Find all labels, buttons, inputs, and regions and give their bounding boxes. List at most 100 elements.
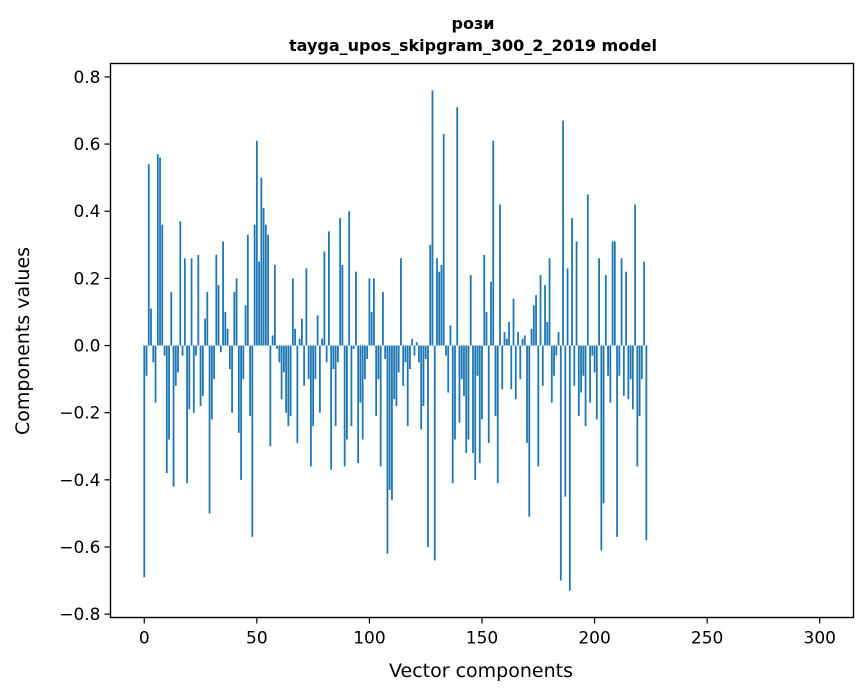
y-tick-label: −0.8: [59, 605, 100, 625]
bar: [645, 345, 648, 541]
bar: [586, 194, 589, 346]
bar: [296, 345, 299, 443]
bar: [550, 345, 553, 403]
bar: [490, 281, 492, 346]
bar: [282, 345, 285, 373]
bar: [602, 345, 605, 504]
bar: [328, 231, 330, 346]
bar: [400, 258, 402, 346]
x-tick-label: 250: [691, 629, 723, 649]
bar: [465, 345, 468, 453]
bar: [415, 342, 418, 346]
bar: [298, 338, 301, 346]
bar: [393, 345, 396, 400]
bar: [181, 345, 184, 356]
bar: [505, 338, 508, 346]
bar: [195, 345, 197, 356]
bar: [217, 285, 220, 346]
bar: [154, 345, 157, 403]
bar: [348, 211, 351, 346]
bar: [514, 345, 517, 400]
bar: [420, 345, 423, 430]
bar: [152, 345, 155, 363]
bar: [436, 258, 438, 346]
bar: [206, 291, 209, 346]
bar: [307, 345, 310, 380]
bar: [474, 345, 477, 480]
bar: [161, 224, 164, 346]
bar: [373, 278, 375, 346]
bar: [382, 291, 384, 346]
bar: [593, 345, 596, 373]
bar: [469, 275, 472, 346]
bar: [222, 241, 224, 346]
bar: [510, 345, 513, 390]
bar: [555, 345, 558, 356]
bar: [339, 217, 342, 346]
bar: [577, 345, 580, 417]
bar: [582, 345, 585, 376]
bar: [237, 345, 240, 433]
bar: [246, 234, 249, 346]
bar: [546, 322, 549, 346]
bar: [431, 90, 434, 346]
bar: [219, 345, 222, 353]
y-tick-label: −0.4: [59, 471, 100, 491]
bar: [476, 345, 479, 376]
y-tick-label: −0.2: [59, 404, 100, 424]
bar: [150, 308, 152, 346]
bar: [201, 345, 204, 396]
bar: [192, 345, 195, 413]
bar: [368, 278, 371, 346]
bar: [294, 328, 297, 346]
bar: [532, 305, 535, 346]
bar: [512, 298, 515, 346]
bar: [600, 345, 603, 551]
bar: [478, 345, 481, 464]
bar: [613, 241, 616, 346]
bar: [361, 345, 364, 440]
bar: [375, 345, 378, 417]
bar: [508, 322, 510, 346]
bar: [179, 221, 182, 346]
bar: [289, 345, 292, 417]
bar: [528, 345, 531, 517]
bar: [629, 345, 632, 380]
bar: [273, 264, 276, 346]
bar: [170, 291, 173, 346]
bar: [458, 345, 461, 423]
y-tick-label: −0.6: [59, 538, 100, 558]
bar: [159, 157, 161, 346]
bar: [523, 335, 526, 346]
bar: [321, 338, 324, 346]
bar: [501, 345, 504, 390]
bar: [224, 311, 227, 346]
bar: [454, 345, 456, 440]
bar: [228, 345, 231, 370]
bar: [343, 345, 346, 467]
bar: [366, 345, 369, 359]
bar: [264, 224, 267, 346]
bar: [388, 345, 391, 490]
bar: [467, 345, 470, 440]
bar: [640, 345, 643, 380]
bar: [559, 345, 562, 581]
bar: [312, 345, 315, 427]
bar: [199, 345, 202, 406]
bar: [163, 345, 166, 356]
bar: [541, 345, 544, 386]
bar: [616, 345, 618, 537]
bar: [364, 345, 366, 380]
bar: [183, 258, 186, 346]
bar: [235, 278, 238, 346]
bar: [638, 345, 641, 417]
bar: [494, 345, 497, 417]
bar: [418, 345, 420, 363]
bar: [370, 311, 373, 346]
bar: [210, 345, 213, 420]
bar: [258, 261, 260, 346]
bar: [174, 345, 177, 386]
bar: [557, 332, 560, 346]
bar: [521, 338, 524, 346]
